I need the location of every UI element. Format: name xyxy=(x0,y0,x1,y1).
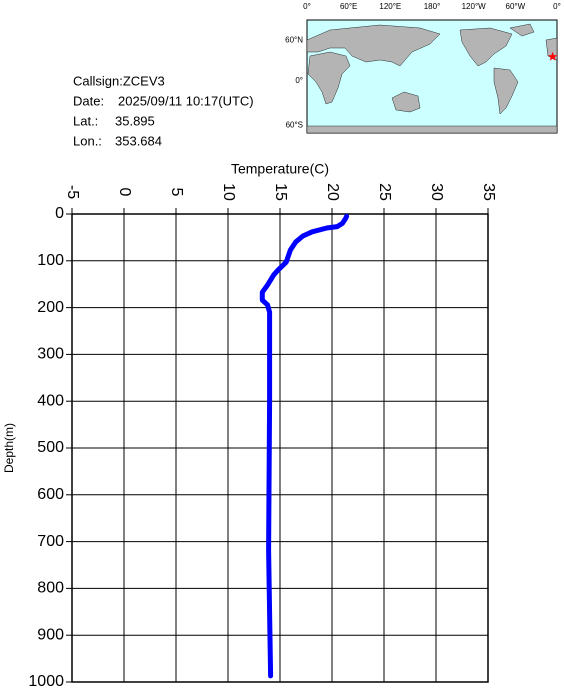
x-tick-label: 35 xyxy=(480,183,497,201)
y-tick-label: 600 xyxy=(37,486,64,503)
map-lat-label: 60°N xyxy=(285,36,303,45)
profile-line xyxy=(259,213,350,679)
date-label: Date: xyxy=(73,93,104,108)
y-axis-title: Depth(m) xyxy=(2,423,16,473)
y-tick-label: 200 xyxy=(37,299,64,316)
location-marker xyxy=(547,51,558,61)
y-tick-label: 1000 xyxy=(28,673,64,690)
y-tick-label: 500 xyxy=(37,439,64,456)
lat: 35.895 xyxy=(115,113,155,128)
x-tick-label: 15 xyxy=(272,183,289,201)
lon-label: Lon.: xyxy=(73,133,102,148)
y-tick-label: 0 xyxy=(55,205,64,222)
callsign: Callsign:ZCEV3 xyxy=(73,73,165,88)
x-tick-label: 10 xyxy=(220,183,237,201)
map-lat-label: 60°S xyxy=(286,121,303,130)
world-map xyxy=(306,19,558,134)
y-tick-label: 400 xyxy=(37,392,64,409)
y-tick-label: 800 xyxy=(37,580,64,597)
y-tick-label: 300 xyxy=(37,346,64,363)
map-lon-label: 60°E xyxy=(340,2,357,11)
x-tick-label: 5 xyxy=(168,188,185,197)
map-lon-label: 120°W xyxy=(462,2,487,11)
x-tick-label: 0 xyxy=(116,188,133,197)
map-lon-label: 0° xyxy=(553,2,561,11)
x-axis-title: Temperature(C) xyxy=(231,161,329,177)
x-tick-label: 25 xyxy=(376,183,393,201)
lat-label: Lat.: xyxy=(73,113,98,128)
map-lon-label: 120°E xyxy=(379,2,401,11)
date: 2025/09/11 10:17(UTC) xyxy=(118,93,254,108)
x-tick-label: -5 xyxy=(64,185,81,199)
y-tick-label: 100 xyxy=(37,252,64,269)
map-lat-label: 0° xyxy=(295,76,303,85)
map-lon-label: 0° xyxy=(303,2,311,11)
map-land xyxy=(306,23,558,134)
y-tick-label: 700 xyxy=(37,533,64,550)
plot-frame xyxy=(71,213,489,683)
lon: 353.684 xyxy=(115,133,162,148)
map-lon-label: 60°W xyxy=(506,2,526,11)
x-tick-label: 30 xyxy=(428,183,445,201)
y-tick-label: 900 xyxy=(37,626,64,643)
map-lon-label: 180° xyxy=(424,2,441,11)
x-tick-label: 20 xyxy=(324,183,341,201)
